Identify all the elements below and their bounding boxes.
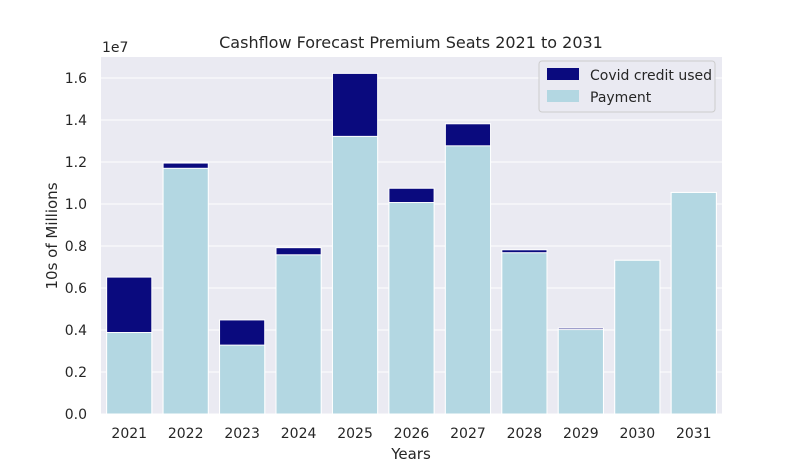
- bar-payment: [501, 252, 548, 415]
- y-tick-label: 0.0: [65, 407, 87, 423]
- y-tick-label: 0.6: [65, 281, 87, 297]
- y-axis-label: 10s of Millions: [43, 182, 61, 289]
- y-tick-labels: 0.0 0.2 0.4 0.6 0.8 1.0 1.2 1.4 1.6: [65, 71, 87, 423]
- legend: Covid credit used Payment: [538, 60, 716, 113]
- chart-title: Cashflow Forecast Premium Seats 2021 to …: [219, 33, 603, 52]
- x-tick-label: 2027: [450, 426, 486, 442]
- y-tick-label: 1.6: [65, 71, 87, 87]
- y-tick-label: 0.2: [65, 365, 87, 381]
- x-tick-label: 2024: [281, 426, 317, 442]
- bar-payment: [670, 191, 717, 415]
- x-tick-label: 2023: [224, 426, 260, 442]
- bar-payment: [331, 135, 379, 415]
- y-tick-label: 1.2: [65, 155, 87, 171]
- x-tick-label: 2030: [619, 426, 655, 442]
- x-tick-label: 2021: [111, 426, 147, 442]
- bar-payment: [557, 329, 604, 415]
- y-tick-label: 0.8: [65, 239, 87, 255]
- bar-payment: [219, 344, 266, 415]
- bar-payment: [388, 202, 435, 415]
- bar-payment: [106, 332, 153, 415]
- bar-payment: [444, 145, 492, 415]
- bar-payment: [614, 259, 661, 415]
- x-tick-label: 2022: [168, 426, 204, 442]
- legend-swatch-covid: [547, 68, 579, 80]
- x-tick-labels: 2021 2022 2023 2024 2025 2026 2027 2028 2029 2030…: [111, 426, 711, 442]
- y-tick-label: 1.4: [65, 113, 87, 129]
- x-tick-label: 2028: [507, 426, 543, 442]
- legend-swatch-payment: [547, 90, 579, 102]
- y-tick-label: 0.4: [65, 323, 87, 339]
- legend-box: [538, 60, 716, 113]
- x-tick-label: 2025: [337, 426, 373, 442]
- x-tick-label: 2026: [394, 426, 430, 442]
- bars-payment: [106, 135, 717, 415]
- y-offset-label: 1e7: [102, 40, 128, 56]
- y-tick-label: 1.0: [65, 197, 87, 213]
- legend-label-payment: Payment: [590, 90, 652, 106]
- x-axis-label: Years: [390, 445, 431, 463]
- bar-payment: [162, 167, 209, 415]
- legend-label-covid: Covid credit used: [590, 68, 712, 84]
- x-tick-label: 2029: [563, 426, 599, 442]
- bar-payment: [275, 254, 322, 415]
- x-tick-label: 2031: [676, 426, 712, 442]
